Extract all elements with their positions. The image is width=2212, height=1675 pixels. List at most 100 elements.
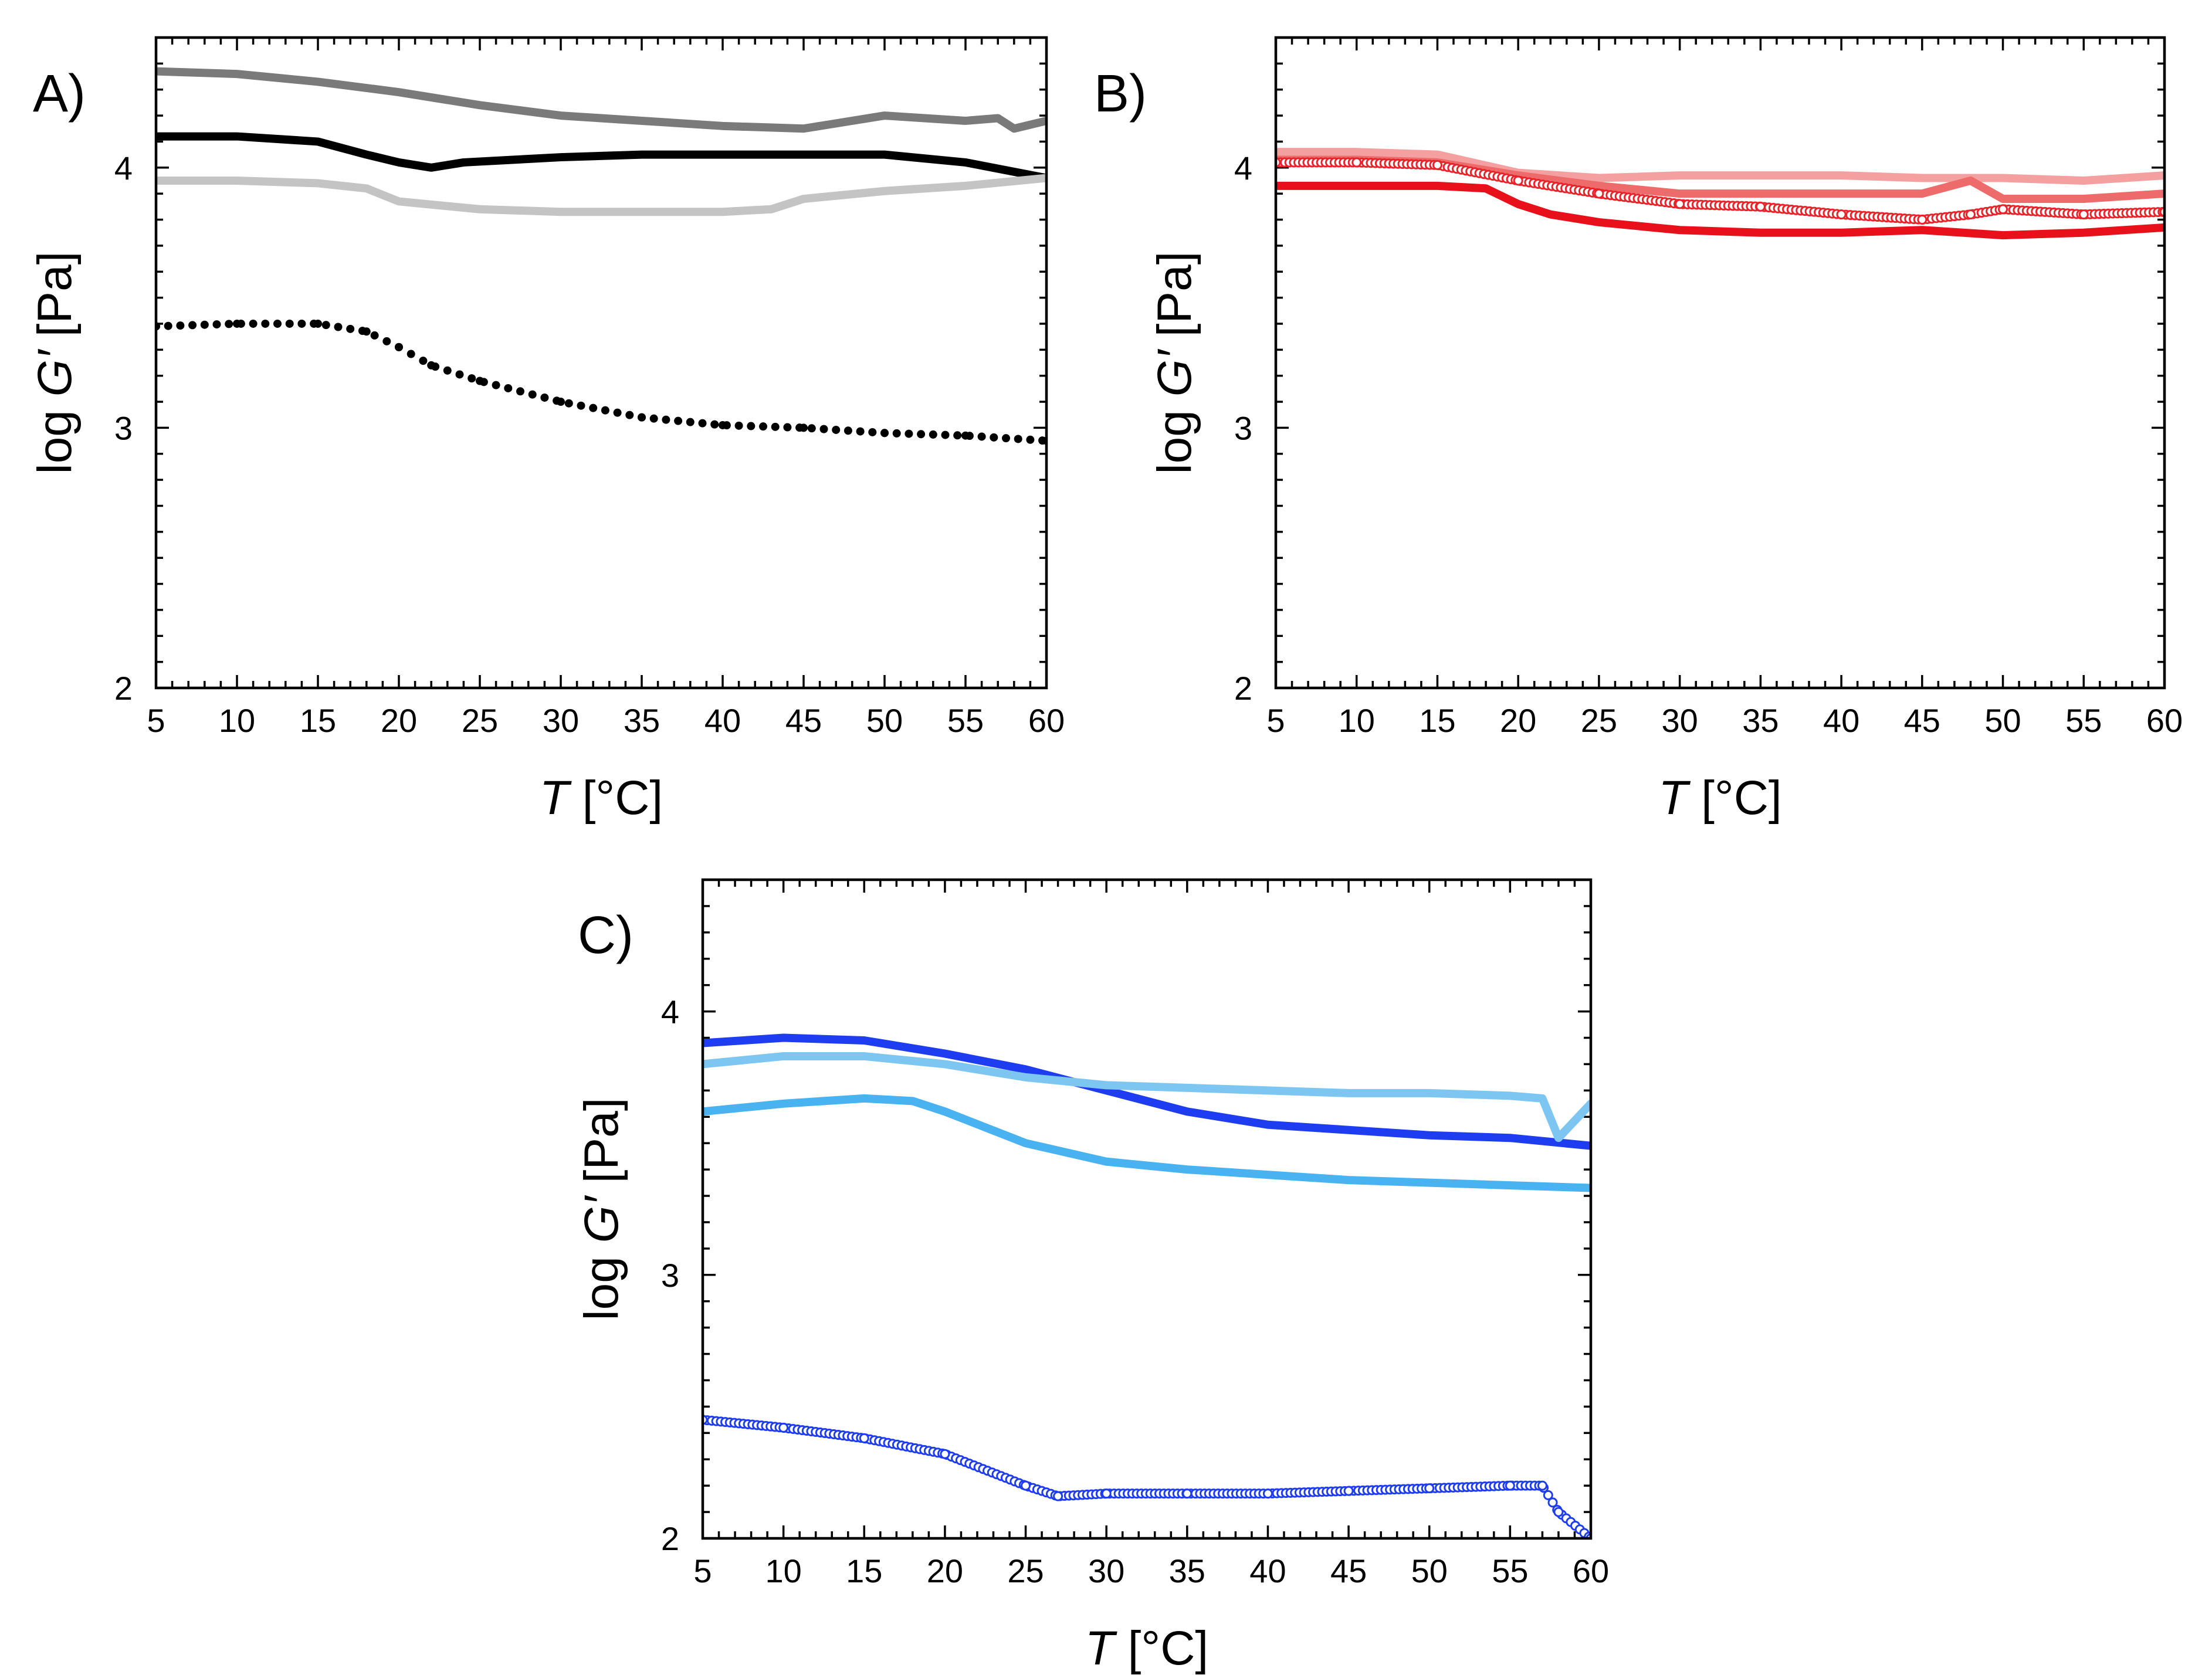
series-dot	[419, 357, 428, 365]
series-dot	[249, 319, 258, 328]
x-tick-label: 25	[1007, 1552, 1044, 1589]
series-dot	[917, 430, 926, 439]
series-dot	[819, 425, 828, 433]
series-dot	[856, 427, 865, 436]
series-dot	[164, 321, 172, 330]
panel-c: C) 5 10 15 20 25 30 35 40 45 50 55 60 2 3 4 T [°C] log G′…	[575, 878, 1609, 1675]
series-dot	[516, 387, 524, 396]
x-tick-label: 25	[1581, 702, 1617, 739]
data-point	[778, 1422, 789, 1433]
series-dot	[941, 430, 950, 439]
series-dot	[613, 408, 622, 417]
y-axis-title: log G′ [Pa]	[28, 251, 82, 474]
x-tick-label: 60	[1028, 702, 1065, 739]
series-dot	[759, 422, 767, 431]
series-dot	[1002, 434, 1010, 443]
panel-label: A)	[33, 65, 86, 123]
data-point	[1594, 188, 1604, 199]
x-axis-title: T [°C]	[540, 771, 663, 825]
series-dot	[977, 432, 986, 441]
x-tick-label: 30	[1088, 1552, 1124, 1589]
x-tick-label: 45	[1904, 702, 1940, 739]
series-dot	[698, 419, 707, 428]
series-dot	[285, 319, 294, 328]
series-dot	[504, 384, 513, 392]
x-tick-label: 30	[1661, 702, 1698, 739]
data-point	[1513, 175, 1523, 186]
y-tick-label: 2	[1234, 670, 1252, 707]
series-dot	[200, 320, 209, 329]
x-tick-label: 45	[785, 702, 822, 739]
series-dot	[990, 433, 998, 442]
data-point	[314, 319, 322, 328]
y-tick-label: 3	[114, 409, 133, 446]
series-dot	[407, 350, 415, 358]
data-point	[2078, 209, 2089, 220]
series-line	[703, 1033, 1591, 1150]
series-dot	[649, 414, 658, 423]
x-tick-label: 15	[846, 1552, 882, 1589]
series-dot	[564, 399, 573, 408]
series-marker	[1547, 1497, 1558, 1508]
series-dot	[273, 319, 282, 328]
series-dot	[625, 411, 634, 419]
x-tick-label: 35	[1742, 702, 1779, 739]
x-tick-label: 20	[927, 1552, 963, 1589]
data-point	[859, 1433, 869, 1443]
series-dot	[528, 390, 537, 399]
series-dot	[929, 430, 937, 439]
series-dot	[212, 320, 221, 329]
data-point	[961, 431, 970, 440]
series-dot	[1014, 435, 1022, 443]
x-tick-label: 5	[693, 1552, 712, 1589]
panel-label: B)	[1094, 65, 1147, 123]
y-tick-label: 2	[114, 670, 133, 707]
y-tick-label: 2	[661, 1520, 679, 1557]
series-dot	[953, 431, 962, 440]
data-point	[1351, 157, 1362, 168]
y-axis-title: log G′ [Pa]	[1148, 251, 1201, 474]
series-line	[156, 174, 1046, 216]
data-point	[1917, 215, 1928, 225]
series-line	[156, 67, 1046, 133]
series-dot	[662, 415, 670, 424]
x-tick-label: 15	[1419, 702, 1455, 739]
series-dot	[601, 406, 609, 415]
x-tick-label: 55	[2065, 702, 2102, 739]
x-tick-label: 10	[219, 702, 255, 739]
data-point	[719, 421, 727, 429]
series-line	[1276, 181, 2164, 240]
series-dot	[771, 422, 780, 431]
data-point	[395, 343, 403, 351]
data-point	[1755, 201, 1766, 212]
data-point	[476, 377, 484, 385]
series-dot	[334, 323, 343, 331]
series-dot	[747, 422, 756, 430]
x-tick-label: 45	[1330, 1552, 1367, 1589]
series-dot	[540, 393, 549, 402]
series-line	[703, 1094, 1591, 1192]
x-axis-title: T [°C]	[1085, 1622, 1208, 1675]
series-line	[156, 132, 1046, 182]
plot-frame	[701, 878, 1593, 1540]
series-dot	[577, 401, 585, 410]
series-dot	[1026, 435, 1035, 444]
x-tick-label: 35	[624, 702, 660, 739]
series-dot	[370, 331, 379, 340]
series-dot	[261, 319, 270, 328]
series-dot	[297, 319, 306, 328]
series-dot	[807, 424, 816, 433]
data-point	[557, 398, 565, 406]
x-tick-label: 25	[462, 702, 498, 739]
data-point	[1675, 199, 1685, 209]
panel-label: C)	[578, 906, 634, 965]
x-tick-label: 50	[1984, 702, 2021, 739]
x-tick-label: 15	[300, 702, 336, 739]
y-tick-label: 4	[661, 994, 679, 1030]
y-tick-label: 3	[661, 1257, 679, 1294]
data-point	[362, 327, 371, 336]
series-dot	[443, 366, 452, 375]
data-point	[1343, 1486, 1354, 1496]
data-point	[1021, 1480, 1031, 1491]
